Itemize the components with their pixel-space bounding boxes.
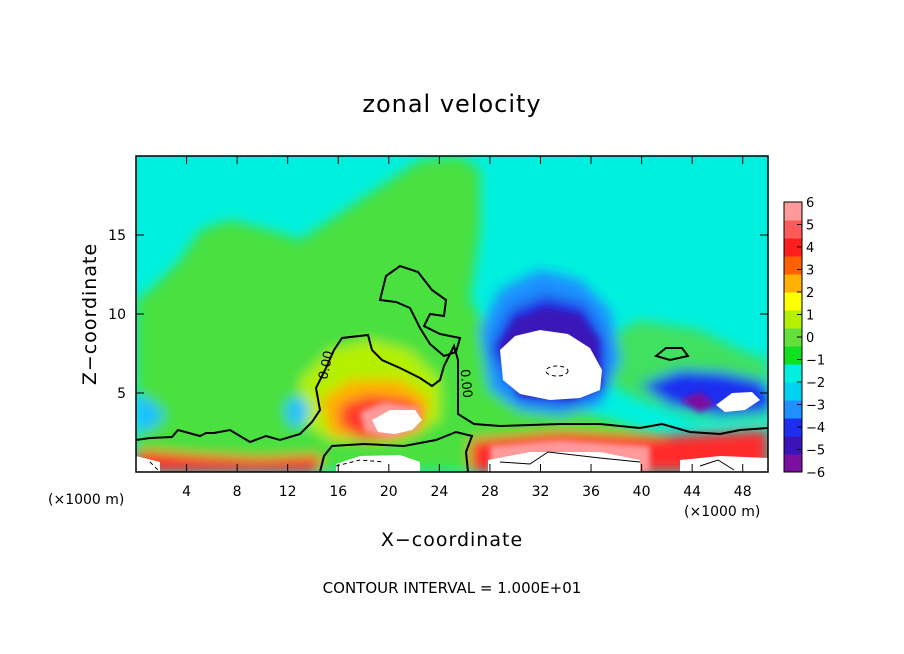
colorbar-tick-label: −6 — [806, 466, 825, 481]
field-white-overflow-jet — [372, 410, 422, 434]
field-white-overflow-surface-far-left — [136, 456, 160, 472]
colorbar-tick-label: 1 — [806, 309, 814, 324]
colorbar-swatch — [784, 418, 802, 437]
x-multiplier-left: (×1000 m) — [48, 492, 124, 508]
x-axis-ticks: 4 8 12 16 20 24 28 32 36 40 44 48 — [182, 156, 752, 500]
field-white-overflow-right — [716, 392, 760, 412]
colorbar-tick-label: 6 — [806, 196, 814, 211]
colorbar-swatch — [784, 256, 802, 275]
colorbar-swatch — [784, 328, 802, 347]
field-region-purple-right — [680, 392, 716, 412]
colorbar-tick-label: −2 — [806, 376, 825, 391]
y-tick-label: 15 — [108, 228, 126, 244]
x-tick-label: 36 — [582, 484, 600, 500]
contour-label-left: 0.00 — [316, 350, 337, 381]
contour-negative-core — [545, 365, 569, 377]
x-tick-label: 20 — [380, 484, 398, 500]
field-white-overflow-core — [500, 330, 602, 400]
x-tick-label: 4 — [182, 484, 191, 500]
y-tick-label: 10 — [108, 307, 126, 323]
colorbar-tick-label: −4 — [806, 421, 825, 436]
chart-title: zonal velocity — [362, 90, 541, 118]
contour-interval-note: CONTOUR INTERVAL = 1.000E+01 — [323, 579, 582, 597]
contour-zero-right — [653, 347, 690, 362]
colorbar-swatch — [784, 202, 802, 221]
x-tick-label: 24 — [430, 484, 448, 500]
field-region-green — [136, 156, 768, 472]
x-tick-label: 28 — [481, 484, 499, 500]
contour-surface-right — [699, 459, 735, 471]
x-tick-label: 40 — [633, 484, 651, 500]
x-multiplier-right: (×1000 m) — [684, 504, 760, 520]
y-axis-ticks: 5 10 15 — [108, 228, 768, 402]
x-tick-label: 8 — [233, 484, 242, 500]
colorbar-swatch — [784, 364, 802, 383]
colorbar-swatch — [784, 400, 802, 419]
colorbar-swatch — [784, 274, 802, 293]
colorbar-swatch — [784, 346, 802, 365]
field-region-lightblue-left — [136, 395, 165, 430]
y-axis-label: Z−coordinate — [79, 243, 101, 385]
x-tick-label: 44 — [683, 484, 701, 500]
field-region-surface-red — [136, 450, 320, 472]
colorbar-swatch — [784, 238, 802, 257]
colorbar-tick-label: 2 — [806, 286, 814, 301]
contour-surface-left — [149, 459, 385, 471]
x-tick-label: 48 — [734, 484, 752, 500]
x-axis-label: X−coordinate — [381, 529, 523, 551]
x-tick-label: 12 — [279, 484, 297, 500]
contour-zero-upper — [378, 264, 462, 358]
colorbar-swatch — [784, 382, 802, 401]
y-tick-label: 5 — [117, 386, 126, 402]
colorbar-tick-label: 3 — [806, 264, 814, 279]
contour-zero-lower — [319, 430, 474, 472]
field-region-lightblue-mid — [285, 395, 310, 428]
contour-surface-mid — [499, 451, 641, 465]
colorbar-tick-label: 0 — [806, 331, 814, 346]
x-tick-label: 16 — [329, 484, 347, 500]
colorbar-swatch — [784, 292, 802, 311]
contour-zero-main — [136, 333, 768, 444]
x-tick-label: 32 — [532, 484, 550, 500]
colorbar-ticks: 6 5 4 3 2 1 0 −1 −2 −3 −4 −5 −6 — [797, 196, 825, 481]
field-white-overflow-surface-mid — [488, 452, 640, 472]
contour-label-right: 0.00 — [457, 368, 475, 398]
field-white-overflow-surface-left — [336, 455, 420, 472]
colorbar-swatch — [784, 436, 802, 455]
colorbar-tick-label: 4 — [806, 241, 814, 256]
colorbar-swatch — [784, 310, 802, 329]
velocity-field — [136, 156, 768, 472]
colorbar-tick-label: −3 — [806, 399, 825, 414]
colorbar-swatch — [784, 454, 802, 473]
colorbar-swatch — [784, 220, 802, 239]
colorbar-tick-label: 5 — [806, 219, 814, 234]
colorbar-tick-label: −1 — [806, 354, 825, 369]
colorbar-tick-label: −5 — [806, 444, 825, 459]
